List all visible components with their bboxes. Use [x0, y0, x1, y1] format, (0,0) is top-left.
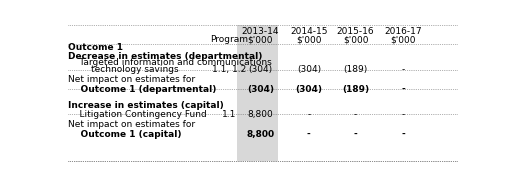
Text: Increase in estimates (capital): Increase in estimates (capital): [68, 101, 224, 110]
Text: 2015-16: 2015-16: [337, 27, 374, 36]
Bar: [237, 25, 279, 161]
Text: 8,800: 8,800: [247, 110, 273, 119]
Text: (304): (304): [297, 65, 321, 74]
Text: Program: Program: [210, 35, 248, 44]
Text: Net impact on estimates for: Net impact on estimates for: [68, 120, 195, 129]
Text: (189): (189): [342, 85, 369, 94]
Text: Net impact on estimates for: Net impact on estimates for: [68, 75, 195, 84]
Text: 2014-15: 2014-15: [290, 27, 328, 36]
Text: Outcome 1 (capital): Outcome 1 (capital): [68, 130, 181, 139]
Text: -: -: [354, 130, 357, 139]
Text: -: -: [401, 130, 405, 139]
Text: (304): (304): [247, 85, 274, 94]
Text: -: -: [401, 65, 405, 74]
Text: -: -: [307, 130, 311, 139]
Text: Litigation Contingency Fund: Litigation Contingency Fund: [68, 110, 207, 119]
Text: -: -: [401, 110, 405, 119]
Text: 1.1, 1.2: 1.1, 1.2: [211, 65, 246, 74]
Text: 8,800: 8,800: [246, 130, 274, 139]
Text: Targeted information and communications: Targeted information and communications: [68, 58, 272, 67]
Text: (304): (304): [248, 65, 272, 74]
Text: (304): (304): [295, 85, 323, 94]
Text: $'000: $'000: [343, 35, 369, 44]
Text: Outcome 1 (departmental): Outcome 1 (departmental): [68, 85, 217, 94]
Text: 2016-17: 2016-17: [385, 27, 422, 36]
Text: -: -: [354, 110, 357, 119]
Text: $'000: $'000: [296, 35, 322, 44]
Text: technology savings: technology savings: [68, 65, 179, 74]
Text: 1.1: 1.1: [222, 110, 236, 119]
Text: Decrease in estimates (departmental): Decrease in estimates (departmental): [68, 52, 262, 61]
Text: 2013-14: 2013-14: [242, 27, 279, 36]
Text: -: -: [401, 85, 405, 94]
Text: Outcome 1: Outcome 1: [68, 43, 123, 52]
Text: $'000: $'000: [248, 35, 273, 44]
Text: (189): (189): [344, 65, 368, 74]
Text: $'000: $'000: [391, 35, 416, 44]
Text: -: -: [307, 110, 310, 119]
